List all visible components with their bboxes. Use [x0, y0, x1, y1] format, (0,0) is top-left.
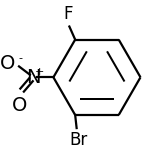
Text: F: F	[63, 5, 73, 23]
Text: O: O	[12, 96, 27, 115]
Text: +: +	[35, 67, 44, 77]
Text: -: -	[18, 53, 22, 63]
Text: N: N	[26, 68, 40, 87]
Text: Br: Br	[69, 131, 87, 149]
Text: O: O	[0, 54, 16, 73]
